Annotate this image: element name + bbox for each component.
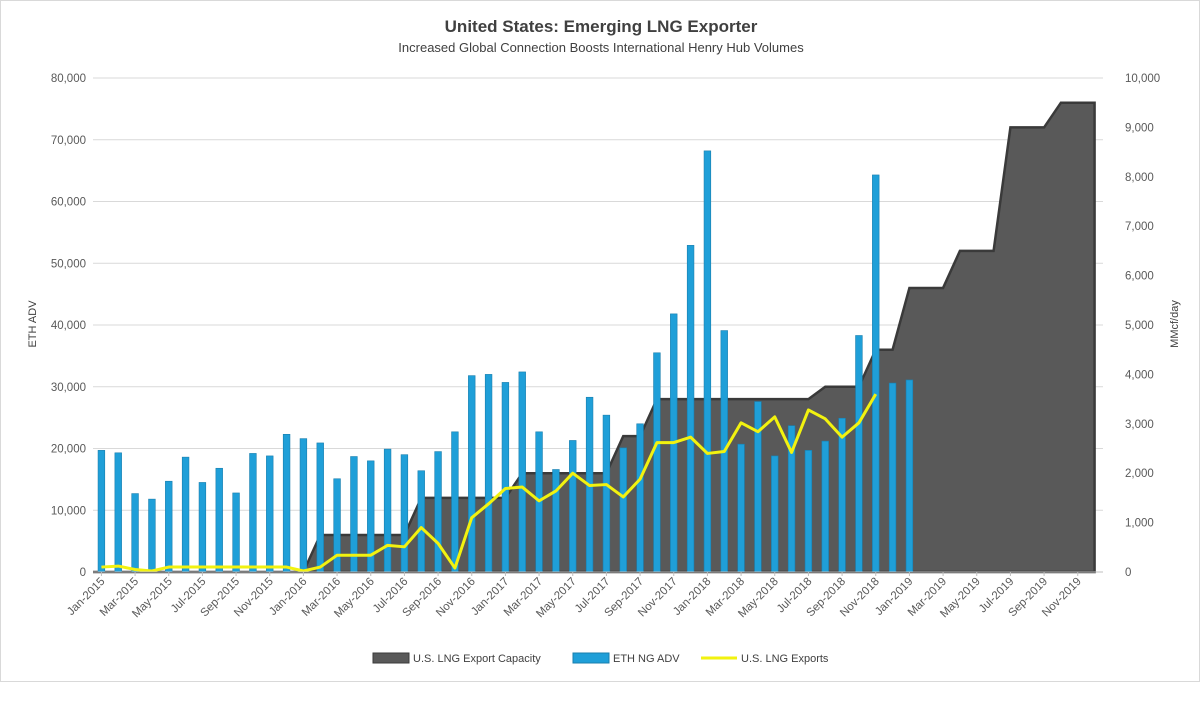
right-axis-ticks: 0 1,000 2,000 3,000 4,000 5,000 6,000 7,000 8,00… — [1125, 73, 1160, 579]
left-tick-label: 50,000 — [51, 258, 86, 270]
capacity-area-layer — [93, 101, 1096, 574]
adv-bar — [215, 467, 223, 573]
right-tick-label: 0 — [1125, 567, 1131, 579]
adv-bar — [417, 470, 425, 573]
left-tick-label: 80,000 — [51, 73, 86, 85]
adv-bar — [737, 443, 745, 573]
adv-bar — [653, 352, 661, 573]
capacity-area — [93, 101, 1096, 574]
adv-bar — [552, 469, 560, 573]
chart: United States: Emerging LNG Exporter Inc… — [27, 17, 1181, 665]
adv-bar — [451, 431, 459, 573]
right-tick-label: 10,000 — [1125, 73, 1160, 85]
legend-label: ETH NG ADV — [613, 653, 680, 665]
right-tick-label: 1,000 — [1125, 518, 1154, 530]
legend-swatch — [572, 652, 610, 664]
right-tick-label: 8,000 — [1125, 172, 1154, 184]
adv-bar — [754, 401, 762, 573]
right-tick-label: 6,000 — [1125, 271, 1154, 283]
adv-bar — [888, 382, 897, 573]
adv-bar — [569, 440, 577, 573]
adv-bar — [855, 335, 863, 573]
left-tick-label: 40,000 — [51, 320, 86, 332]
adv-bar — [434, 451, 442, 573]
left-tick-label: 10,000 — [51, 505, 86, 517]
adv-bar — [468, 375, 476, 573]
adv-bar — [165, 480, 173, 573]
right-tick-label: 5,000 — [1125, 320, 1154, 332]
legend-label: U.S. LNG Exports — [741, 653, 829, 665]
adv-bar — [602, 414, 611, 573]
right-tick-label: 7,000 — [1125, 221, 1154, 233]
left-tick-label: 60,000 — [51, 197, 86, 209]
left-tick-label: 30,000 — [51, 382, 86, 394]
left-tick-label: 0 — [80, 567, 86, 579]
adv-bar — [686, 245, 695, 573]
adv-bar — [383, 448, 392, 573]
left-tick-label: 70,000 — [51, 135, 86, 147]
legend: U.S. LNG Export Capacity ETH NG ADV U.S. L… — [372, 652, 829, 665]
adv-bar — [872, 174, 880, 573]
adv-bar — [266, 455, 274, 573]
legend-swatch — [372, 652, 410, 664]
adv-bar — [821, 440, 829, 573]
adv-bar — [131, 493, 139, 573]
adv-bar — [148, 498, 156, 573]
chart-frame: United States: Emerging LNG Exporter Inc… — [0, 0, 1200, 682]
chart-title: United States: Emerging LNG Exporter — [445, 17, 758, 36]
adv-bar — [771, 455, 779, 573]
right-tick-label: 4,000 — [1125, 369, 1154, 381]
adv-bar — [484, 374, 493, 573]
adv-bar — [619, 447, 627, 573]
right-axis-label: MMcf/day — [1169, 300, 1181, 348]
adv-bar-layer — [97, 150, 914, 573]
left-axis-ticks: 0 10,000 20,000 30,000 40,000 50,000 60,000 70,… — [51, 73, 86, 579]
adv-bar — [198, 482, 207, 573]
adv-bar — [518, 371, 526, 573]
adv-bar — [838, 417, 846, 573]
adv-bar — [804, 450, 813, 573]
adv-bar — [400, 454, 409, 573]
adv-bar — [501, 382, 510, 573]
adv-bar — [703, 150, 712, 573]
chart-subtitle: Increased Global Connection Boosts Inter… — [398, 40, 804, 55]
adv-bar — [181, 456, 190, 573]
right-tick-label: 3,000 — [1125, 419, 1154, 431]
adv-bar — [249, 453, 257, 573]
x-axis-ticks: Jan-2015Mar-2015May-2015Jul-2015Sep-2015… — [65, 572, 1084, 620]
legend-label: U.S. LNG Export Capacity — [413, 653, 541, 665]
right-tick-label: 2,000 — [1125, 468, 1154, 480]
adv-bar — [905, 379, 914, 573]
adv-bar — [114, 452, 122, 573]
adv-bar — [232, 492, 240, 573]
adv-bar — [282, 433, 291, 573]
adv-bar — [299, 438, 308, 573]
exports-line-layer — [101, 393, 878, 573]
adv-bar — [97, 450, 106, 573]
right-tick-label: 9,000 — [1125, 122, 1154, 134]
exports-line — [101, 393, 878, 573]
adv-bar — [316, 442, 324, 573]
left-tick-label: 20,000 — [51, 444, 86, 456]
adv-bar — [636, 423, 644, 573]
left-axis-label: ETH ADV — [27, 300, 39, 348]
